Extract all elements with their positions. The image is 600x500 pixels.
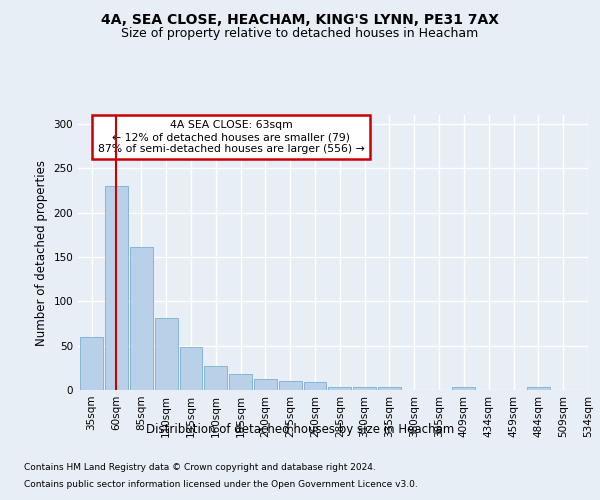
Bar: [105, 186, 128, 390]
Text: Contains public sector information licensed under the Open Government Licence v3: Contains public sector information licen…: [24, 480, 418, 489]
Bar: [328, 388, 351, 390]
Bar: [452, 388, 475, 390]
Bar: [80, 337, 103, 390]
Text: 4A, SEA CLOSE, HEACHAM, KING'S LYNN, PE31 7AX: 4A, SEA CLOSE, HEACHAM, KING'S LYNN, PE3…: [101, 12, 499, 26]
Bar: [527, 388, 550, 390]
Bar: [179, 348, 202, 390]
Text: 4A SEA CLOSE: 63sqm
← 12% of detached houses are smaller (79)
87% of semi-detach: 4A SEA CLOSE: 63sqm ← 12% of detached ho…: [98, 120, 364, 154]
Bar: [378, 388, 401, 390]
Text: Contains HM Land Registry data © Crown copyright and database right 2024.: Contains HM Land Registry data © Crown c…: [24, 462, 376, 471]
Bar: [130, 247, 153, 390]
Text: Size of property relative to detached houses in Heacham: Size of property relative to detached ho…: [121, 28, 479, 40]
Bar: [353, 388, 376, 390]
Bar: [254, 380, 277, 390]
Y-axis label: Number of detached properties: Number of detached properties: [35, 160, 48, 346]
Bar: [229, 374, 252, 390]
Bar: [205, 366, 227, 390]
Text: Distribution of detached houses by size in Heacham: Distribution of detached houses by size …: [146, 422, 454, 436]
Bar: [304, 382, 326, 390]
Bar: [279, 381, 302, 390]
Bar: [155, 318, 178, 390]
